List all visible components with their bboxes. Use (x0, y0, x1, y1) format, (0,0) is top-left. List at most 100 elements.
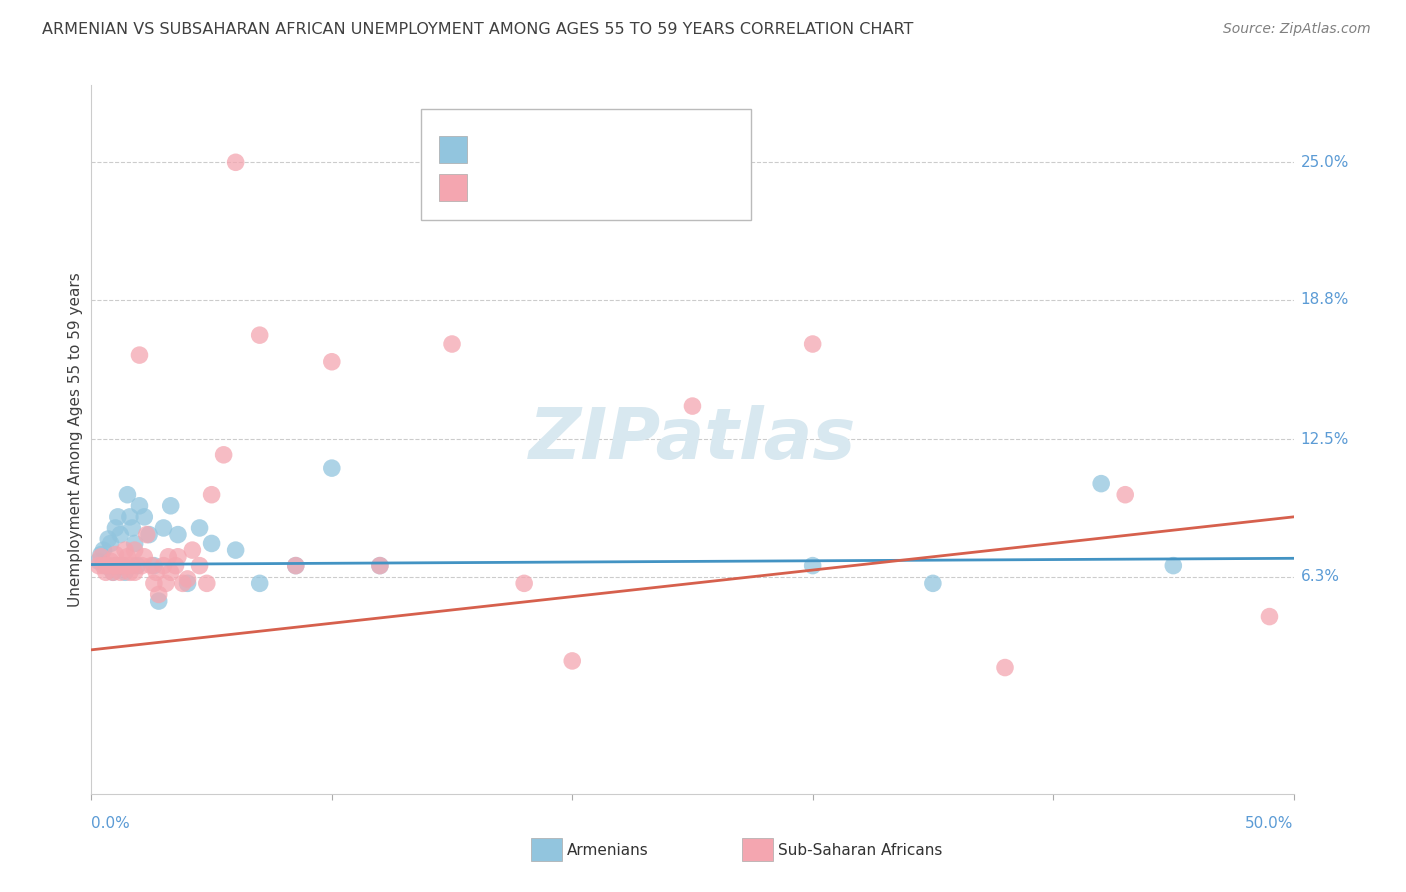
Point (110, 527, 132, 541)
Point (97, 558, 120, 573)
Point (87, 558, 110, 573)
Point (212, 448, 235, 462)
Point (87, 554, 110, 568)
Point (513, 576, 536, 591)
Point (201, 488, 224, 502)
Point (165, 558, 187, 573)
Text: 0.0%: 0.0% (91, 816, 131, 831)
Point (134, 549, 156, 564)
Point (97, 558, 120, 573)
Point (152, 521, 174, 535)
Point (134, 509, 156, 524)
Point (249, 328, 271, 343)
Point (93, 543, 115, 558)
Point (117, 549, 139, 564)
Point (167, 527, 190, 541)
Point (152, 558, 174, 573)
Text: ZIPatlas: ZIPatlas (529, 405, 856, 474)
Point (104, 558, 127, 573)
Point (1090, 476, 1112, 491)
Point (167, 549, 190, 564)
Point (159, 566, 181, 580)
Point (107, 558, 129, 573)
Point (440, 337, 463, 351)
Point (93, 558, 115, 573)
Point (104, 558, 127, 573)
Point (124, 543, 146, 558)
Point (90, 549, 112, 564)
Y-axis label: Unemployment Among Ages 55 to 59 years: Unemployment Among Ages 55 to 59 years (67, 272, 83, 607)
Point (141, 558, 163, 573)
Point (188, 521, 211, 535)
Point (1114, 488, 1136, 502)
Point (131, 558, 153, 573)
Point (188, 558, 211, 573)
Text: R = 0.056   N = 39: R = 0.056 N = 39 (475, 142, 620, 157)
Point (176, 576, 198, 591)
Point (159, 499, 181, 513)
Text: ARMENIAN VS SUBSAHARAN AFRICAN UNEMPLOYMENT AMONG AGES 55 TO 59 YEARS CORRELATIO: ARMENIAN VS SUBSAHARAN AFRICAN UNEMPLOYM… (42, 22, 914, 37)
Point (94, 566, 117, 580)
Point (142, 576, 165, 591)
Point (128, 348, 150, 362)
Point (110, 566, 132, 580)
Point (138, 527, 160, 541)
Point (368, 558, 391, 573)
Text: 25.0%: 25.0% (1301, 155, 1348, 169)
Point (101, 566, 124, 580)
Point (284, 558, 307, 573)
Point (125, 558, 148, 573)
Point (100, 536, 122, 550)
Point (157, 549, 180, 564)
Point (801, 558, 824, 573)
Text: 12.5%: 12.5% (1301, 432, 1348, 447)
Point (111, 558, 134, 573)
Point (1258, 609, 1281, 624)
Text: Sub-Saharan Africans: Sub-Saharan Africans (779, 843, 942, 857)
Point (201, 536, 224, 550)
Point (111, 558, 134, 573)
Point (104, 548, 127, 562)
Point (148, 587, 170, 601)
Point (94, 558, 117, 573)
Text: 50.0%: 50.0% (1246, 816, 1294, 831)
Point (284, 558, 307, 573)
Point (561, 654, 583, 668)
Point (142, 558, 165, 573)
Point (121, 521, 143, 535)
Text: R = 0.304   N = 53: R = 0.304 N = 53 (475, 180, 620, 195)
Point (1161, 558, 1184, 573)
Point (368, 558, 391, 573)
Point (148, 594, 170, 608)
Point (922, 576, 945, 591)
Point (321, 461, 343, 475)
Point (117, 558, 139, 573)
Point (155, 576, 177, 591)
Point (124, 536, 146, 550)
Point (135, 527, 157, 541)
Point (104, 521, 127, 535)
Point (118, 509, 141, 524)
Point (145, 566, 167, 580)
Point (195, 576, 218, 591)
Point (172, 576, 194, 591)
Point (176, 572, 198, 586)
Point (100, 554, 122, 568)
Point (101, 566, 124, 580)
Point (121, 558, 143, 573)
Point (117, 488, 139, 502)
Point (225, 543, 247, 558)
Text: 18.8%: 18.8% (1301, 293, 1348, 307)
Text: Armenians: Armenians (568, 843, 650, 857)
Point (97, 532, 120, 546)
Point (107, 509, 129, 524)
Point (181, 543, 204, 558)
Point (801, 337, 824, 351)
Point (114, 543, 136, 558)
Point (249, 576, 271, 591)
Point (225, 155, 247, 169)
Text: Source: ZipAtlas.com: Source: ZipAtlas.com (1223, 22, 1371, 37)
Point (128, 499, 150, 513)
Point (90, 548, 112, 562)
Text: 6.3%: 6.3% (1301, 569, 1340, 584)
